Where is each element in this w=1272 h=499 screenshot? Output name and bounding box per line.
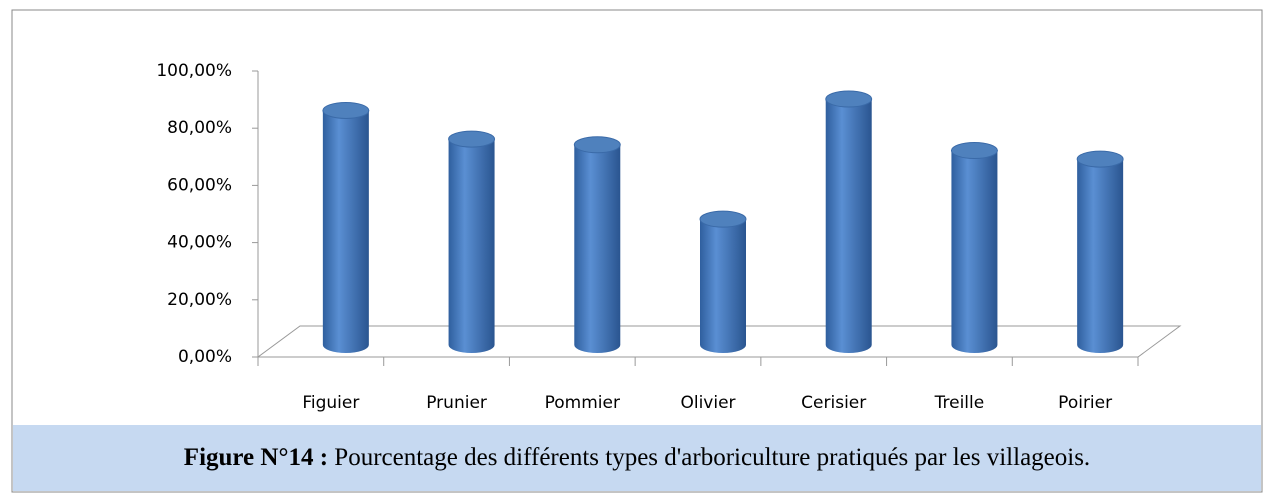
y-tick-label: 60,00%: [167, 175, 232, 195]
bar: [951, 150, 998, 353]
bar-top: [825, 90, 873, 108]
bar: [700, 219, 746, 353]
caption-text: Pourcentage des différents types d'arbor…: [334, 444, 1091, 471]
x-tick-label: Prunier: [426, 393, 487, 413]
figure-label: Figure N°14 :: [183, 444, 329, 471]
y-tick-label: 80,00%: [167, 118, 232, 138]
y-tick-label: 0,00%: [178, 347, 232, 367]
x-tick-label: Poirier: [1058, 393, 1112, 413]
bar-top: [950, 142, 998, 160]
y-tick-label: 20,00%: [167, 290, 232, 310]
x-tick-label: Olivier: [680, 393, 735, 413]
floor: [256, 325, 1182, 358]
bar-top: [1076, 150, 1124, 168]
bar-top: [322, 101, 370, 119]
x-tick-label: Pommier: [545, 393, 620, 413]
frame: [11, 9, 1263, 493]
bar: [322, 110, 369, 353]
bar: [825, 99, 872, 353]
x-tick-label: Treille: [934, 393, 985, 413]
bar-top: [699, 210, 747, 228]
x-tick-label: Figuier: [302, 393, 359, 413]
bar: [448, 139, 495, 353]
y-tick-label: 100,00%: [156, 61, 232, 81]
bar-top: [573, 136, 621, 154]
bar: [1077, 159, 1124, 353]
x-tick-label: Cerisier: [801, 393, 866, 413]
bar-top: [448, 130, 496, 148]
bar: [574, 144, 621, 353]
caption: Figure N°14 : Pourcentage des différents…: [13, 425, 1261, 491]
y-tick-label: 40,00%: [167, 233, 232, 253]
